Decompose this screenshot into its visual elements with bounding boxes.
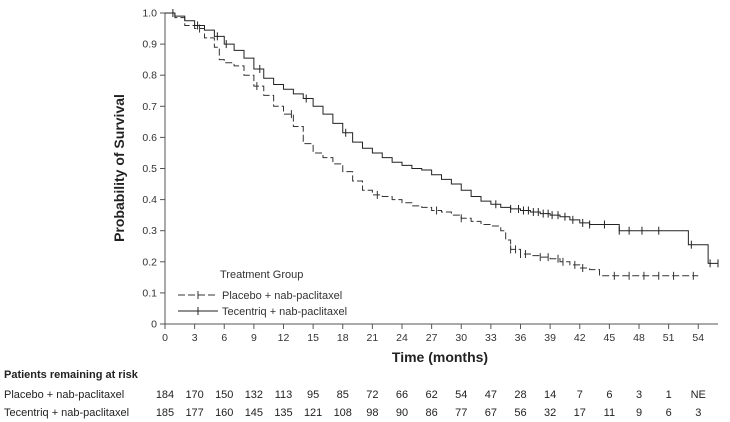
risk-cell: 3	[695, 407, 701, 419]
y-tick-label: 0.6	[142, 132, 157, 144]
legend-entry: Tecentriq + nab-paclitaxel	[178, 306, 347, 318]
y-tick-label: 0.8	[142, 70, 157, 82]
x-tick-label: 51	[663, 332, 675, 344]
risk-cell: 67	[485, 407, 497, 419]
risk-cell: 62	[426, 389, 438, 401]
x-axis-title: Time (months)	[392, 349, 488, 365]
y-tick-label: 0.5	[142, 163, 157, 175]
x-tick-label: 12	[278, 332, 290, 344]
risk-cell: 132	[245, 389, 263, 401]
x-tick-label: 3	[192, 332, 198, 344]
y-tick-label: 0.3	[142, 225, 157, 237]
risk-table: Patients remaining at risk Placebo + nab…	[4, 369, 706, 419]
legend-entry: Placebo + nab-paclitaxel	[178, 290, 342, 302]
x-tick-label: 6	[221, 332, 227, 344]
risk-cell: 77	[455, 407, 467, 419]
y-tick-label: 0.1	[142, 287, 157, 299]
legend: Treatment Group Placebo + nab-paclitaxel…	[178, 269, 347, 318]
risk-cell: 14	[544, 389, 556, 401]
risk-cell: 85	[337, 389, 349, 401]
risk-cell: 7	[577, 389, 583, 401]
risk-row-label: Placebo + nab-paclitaxel	[4, 389, 124, 401]
risk-cell: 113	[275, 389, 293, 401]
risk-cell: 185	[156, 407, 174, 419]
x-tick-label: 9	[251, 332, 257, 344]
x-tick-label: 30	[455, 332, 467, 344]
x-tick-label: 27	[426, 332, 438, 344]
x-tick-label: 42	[574, 332, 586, 344]
legend-label: Tecentriq + nab-paclitaxel	[222, 306, 347, 318]
risk-row: Placebo + nab-paclitaxel 184 170 150 132 113 9…	[4, 389, 706, 401]
risk-cell: 98	[366, 407, 378, 419]
risk-cell: 150	[215, 389, 233, 401]
risk-cell: 6	[666, 407, 672, 419]
y-tick-label: 1.0	[142, 8, 157, 20]
risk-cell: 145	[245, 407, 263, 419]
risk-table-title: Patients remaining at risk	[4, 369, 139, 381]
x-tick-label: 54	[692, 332, 704, 344]
risk-row-label: Tecentriq + nab-paclitaxel	[4, 407, 129, 419]
risk-cell: 66	[396, 389, 408, 401]
risk-cell: 6	[606, 389, 612, 401]
x-tick-label: 24	[396, 332, 408, 344]
risk-cell: 72	[366, 389, 378, 401]
y-tick-label: 0.7	[142, 101, 157, 113]
risk-cell: 11	[604, 407, 615, 419]
risk-cell: NE	[691, 389, 706, 401]
risk-cell: 17	[574, 407, 586, 419]
risk-cell: 32	[544, 407, 556, 419]
risk-cell: 56	[514, 407, 526, 419]
risk-cell: 121	[304, 407, 322, 419]
x-tick-label: 21	[367, 332, 379, 344]
legend-label: Placebo + nab-paclitaxel	[222, 290, 342, 302]
risk-cell: 160	[215, 407, 233, 419]
risk-cell: 1	[666, 389, 672, 401]
y-tick-label: 0	[151, 319, 157, 331]
series-line-tecentriq	[165, 12, 718, 264]
legend-title: Treatment Group	[220, 269, 303, 281]
x-tick-label: 18	[337, 332, 349, 344]
risk-cell: 90	[396, 407, 408, 419]
y-tick-label: 0.2	[142, 256, 157, 268]
x-tick-label: 45	[604, 332, 616, 344]
risk-row: Tecentriq + nab-paclitaxel 185 177 160 145 13…	[4, 407, 701, 419]
series-line-placebo	[165, 12, 699, 277]
risk-cell: 54	[455, 389, 467, 401]
risk-cell: 47	[485, 389, 497, 401]
risk-cell: 28	[514, 389, 526, 401]
x-tick-label: 48	[633, 332, 645, 344]
y-axis-title: Probability of Survival	[111, 94, 127, 242]
risk-cell: 95	[307, 389, 319, 401]
y-tick-label: 0.9	[142, 39, 157, 51]
x-tick-label: 0	[162, 332, 168, 344]
y-tick-label: 0.4	[142, 194, 157, 206]
risk-cell: 184	[156, 389, 174, 401]
risk-cell: 3	[636, 389, 642, 401]
risk-cell: 135	[274, 407, 292, 419]
x-tick-label: 15	[307, 332, 319, 344]
x-tick-label: 39	[544, 332, 556, 344]
x-tick-label: 36	[515, 332, 527, 344]
risk-cell: 9	[636, 407, 642, 419]
risk-cell: 108	[334, 407, 352, 419]
risk-cell: 170	[185, 389, 203, 401]
risk-cell: 177	[185, 407, 203, 419]
x-tick-label: 33	[485, 332, 497, 344]
risk-cell: 86	[426, 407, 438, 419]
